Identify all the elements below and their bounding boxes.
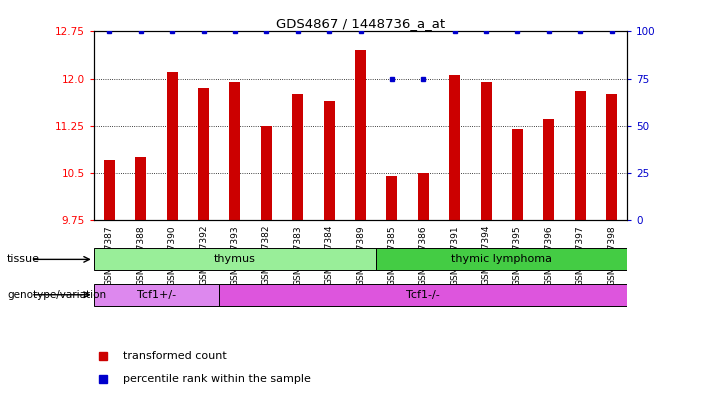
- Bar: [544, 119, 554, 220]
- Bar: [219, 284, 627, 306]
- Text: Tcf1+/-: Tcf1+/-: [137, 290, 176, 300]
- Bar: [575, 91, 585, 220]
- Bar: [324, 101, 335, 220]
- Bar: [480, 82, 492, 220]
- Text: Tcf1-/-: Tcf1-/-: [407, 290, 440, 300]
- Bar: [94, 284, 219, 306]
- Bar: [94, 248, 376, 270]
- Bar: [167, 72, 177, 220]
- Bar: [198, 88, 209, 220]
- Text: thymus: thymus: [214, 254, 256, 264]
- Bar: [449, 75, 460, 220]
- Bar: [386, 176, 397, 220]
- Text: thymic lymphoma: thymic lymphoma: [451, 254, 552, 264]
- Bar: [136, 157, 146, 220]
- Bar: [229, 82, 241, 220]
- Text: percentile rank within the sample: percentile rank within the sample: [123, 374, 311, 384]
- Text: tissue: tissue: [7, 254, 40, 264]
- Bar: [104, 160, 115, 220]
- Text: transformed count: transformed count: [123, 351, 226, 361]
- Bar: [261, 126, 272, 220]
- Text: genotype/variation: genotype/variation: [7, 290, 106, 300]
- Bar: [512, 129, 523, 220]
- Bar: [606, 94, 617, 220]
- Bar: [355, 50, 366, 220]
- Bar: [417, 173, 429, 220]
- Title: GDS4867 / 1448736_a_at: GDS4867 / 1448736_a_at: [276, 17, 445, 30]
- Bar: [292, 94, 304, 220]
- Bar: [376, 248, 627, 270]
